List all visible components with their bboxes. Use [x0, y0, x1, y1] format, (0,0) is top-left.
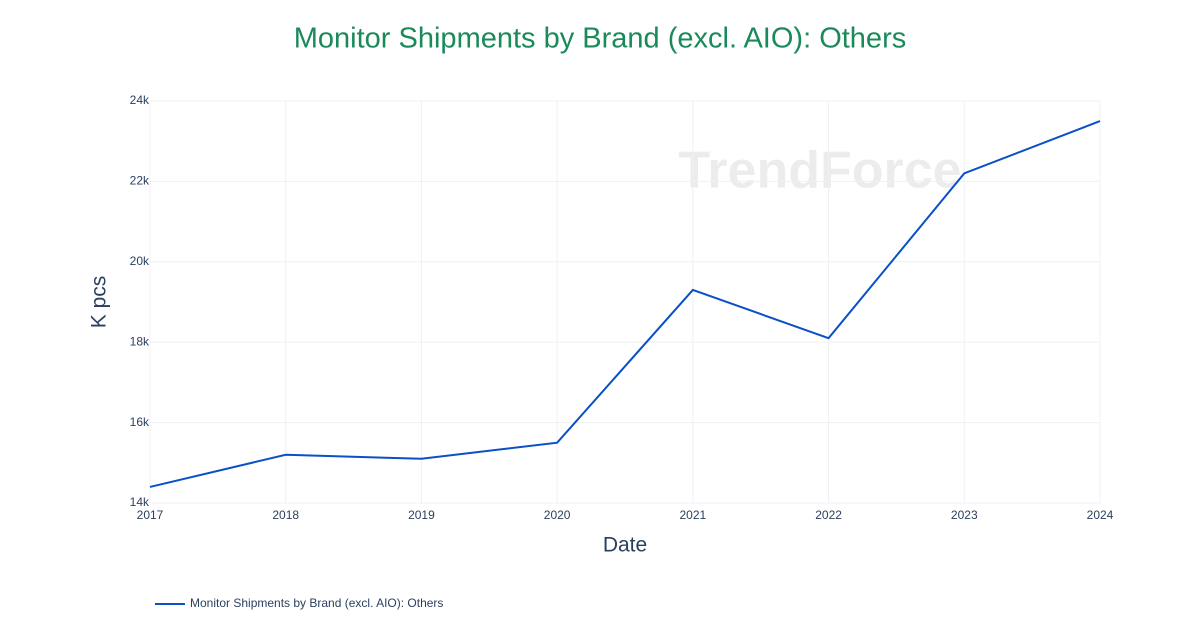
- x-tick-label: 2024: [1087, 508, 1114, 522]
- x-tick-label: 2023: [951, 508, 978, 522]
- x-tick-label: 2017: [137, 508, 164, 522]
- y-tick-label: 22k: [130, 174, 150, 188]
- watermark: TrendForce: [678, 142, 961, 200]
- x-tick-label: 2022: [815, 508, 842, 522]
- y-tick-label: 20k: [130, 254, 150, 268]
- legend-label: Monitor Shipments by Brand (excl. AIO): …: [190, 596, 443, 610]
- x-tick-label: 2021: [680, 508, 707, 522]
- x-tick-label: 2018: [272, 508, 299, 522]
- x-tick-label: 2019: [408, 508, 435, 522]
- x-axis-title: Date: [603, 534, 647, 557]
- y-tick-label: 14k: [130, 495, 150, 509]
- x-tick-label: 2020: [544, 508, 571, 522]
- series-line: [149, 120, 1101, 488]
- y-tick-label: 18k: [130, 334, 150, 348]
- y-axis-title: K pcs: [88, 276, 111, 329]
- chart-title: Monitor Shipments by Brand (excl. AIO): …: [294, 23, 906, 55]
- y-tick-label: 16k: [130, 415, 150, 429]
- y-tick-label: 24k: [130, 93, 150, 107]
